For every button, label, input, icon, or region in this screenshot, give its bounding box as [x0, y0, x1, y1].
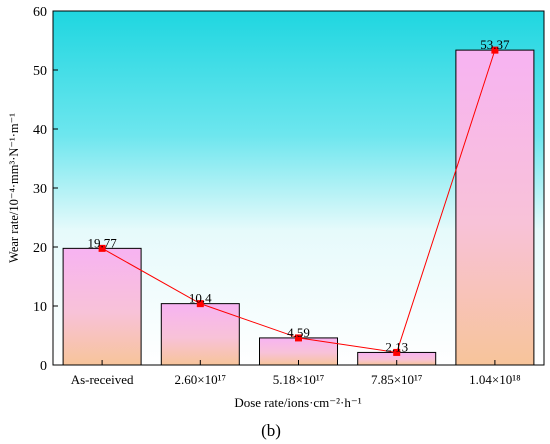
y-axis: 0 10 20 30 40 50 60	[33, 5, 58, 374]
x-tick-label: 2.60×10¹⁷	[175, 372, 227, 387]
line-marker	[295, 334, 302, 342]
y-tick-label: 40	[33, 123, 47, 138]
overlay-line-group	[98, 46, 499, 356]
y-tick-label: 0	[40, 359, 47, 374]
y-tick-label: 20	[33, 241, 47, 256]
x-tick-label: 5.18×10¹⁷	[273, 372, 325, 387]
line-marker	[196, 300, 204, 308]
y-tick-label: 50	[33, 64, 47, 79]
value-label: 19.77	[87, 235, 117, 250]
y-tick-label: 60	[33, 5, 47, 20]
line-marker	[393, 348, 401, 356]
y-tick-label: 30	[33, 182, 47, 197]
bar	[455, 49, 535, 366]
x-axis: As-received 2.60×10¹⁷ 5.18×10¹⁷ 7.85×10¹⁷ 1.…	[71, 360, 521, 387]
bar	[62, 247, 142, 366]
x-tick-label: 1.04×10¹⁸	[469, 372, 521, 387]
panel-label: (b)	[261, 421, 281, 440]
line-marker	[98, 244, 106, 252]
line-marker	[491, 46, 499, 54]
y-tick-label: 10	[33, 300, 47, 315]
x-tick-label: As-received	[71, 372, 134, 387]
value-label: 4.59	[287, 325, 310, 340]
y-axis-title: Wear rate/10⁻⁴·mm³·N⁻¹·m⁻¹	[7, 113, 21, 263]
value-label: 53.37	[480, 37, 510, 52]
x-axis-title: Dose rate/ions·cm⁻²·h⁻¹	[234, 395, 361, 410]
value-label: 10.4	[189, 291, 212, 306]
value-label: 2.13	[385, 339, 408, 354]
value-labels-group: 19.77 10.4 4.59 2.13 53.37	[87, 37, 510, 354]
x-tick-label: 7.85×10¹⁷	[371, 372, 423, 387]
